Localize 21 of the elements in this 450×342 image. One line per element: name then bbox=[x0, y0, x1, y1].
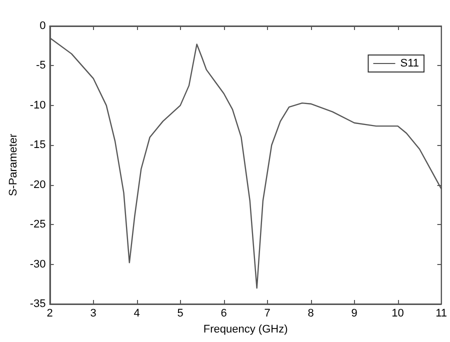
y-axis-title: S-Parameter bbox=[8, 133, 20, 196]
x-tick-label: 11 bbox=[436, 308, 447, 320]
y-tick-label: -20 bbox=[30, 178, 46, 191]
x-tick-label: 4 bbox=[134, 308, 140, 320]
x-axis-title: Frequency (GHz) bbox=[203, 323, 288, 336]
x-tick-label: 2 bbox=[46, 308, 53, 320]
y-tick-label: -15 bbox=[30, 139, 46, 152]
x-tick-label: 9 bbox=[351, 308, 358, 320]
x-tick-label: 7 bbox=[264, 308, 270, 320]
y-tick-label: -30 bbox=[30, 258, 46, 270]
x-tick-label: 3 bbox=[90, 308, 96, 320]
y-tick-label: -10 bbox=[30, 99, 46, 112]
x-tick-label: 5 bbox=[177, 308, 184, 320]
y-tick-label: 0 bbox=[40, 20, 46, 32]
x-tick-label: 10 bbox=[392, 308, 404, 320]
y-tick-label: -35 bbox=[30, 298, 46, 310]
y-tick-label: -25 bbox=[30, 218, 46, 231]
x-tick-label: 8 bbox=[308, 308, 314, 320]
legend-label: S11 bbox=[400, 58, 420, 70]
y-tick-label: -5 bbox=[36, 60, 46, 72]
x-tick-label: 6 bbox=[220, 308, 227, 320]
